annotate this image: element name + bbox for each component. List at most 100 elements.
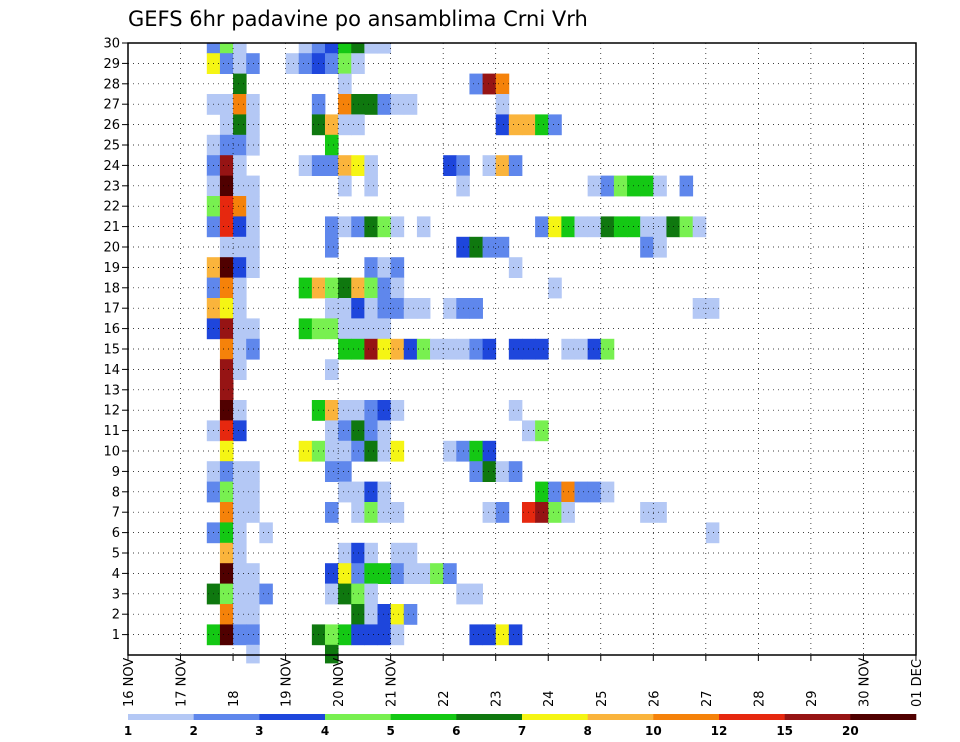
heatmap-cell bbox=[219, 134, 234, 156]
heatmap-cell bbox=[246, 461, 260, 482]
y-tick-label: 18 bbox=[103, 281, 120, 296]
heatmap-cell bbox=[508, 461, 523, 482]
heatmap-cell bbox=[548, 277, 562, 299]
heatmap-cell bbox=[246, 481, 260, 503]
heatmap-cell bbox=[364, 175, 378, 197]
colorbar-swatch bbox=[522, 714, 588, 720]
x-tick-label: 17 NOV bbox=[175, 658, 190, 707]
heatmap-cell bbox=[535, 216, 549, 238]
heatmap-cell bbox=[324, 318, 339, 340]
heatmap-cell bbox=[364, 155, 378, 176]
heatmap-cell bbox=[219, 196, 234, 217]
heatmap-cell bbox=[233, 420, 247, 442]
heatmap-cell bbox=[377, 502, 392, 523]
heatmap-cell bbox=[377, 94, 392, 115]
heatmap-cell bbox=[233, 216, 247, 238]
heatmap-cell bbox=[613, 216, 628, 238]
heatmap-cell bbox=[587, 216, 602, 238]
colorbar-label: 7 bbox=[518, 724, 526, 738]
heatmap-cell bbox=[403, 604, 418, 625]
heatmap-cell bbox=[364, 542, 378, 564]
heatmap-cell bbox=[219, 440, 234, 462]
y-tick-label: 20 bbox=[103, 241, 120, 256]
heatmap-cell bbox=[377, 43, 392, 54]
heatmap-cell bbox=[219, 94, 234, 115]
x-tick-label: 28 bbox=[752, 690, 767, 707]
heatmap-cell bbox=[508, 155, 523, 176]
colorbar-label: 15 bbox=[776, 724, 793, 738]
heatmap-cell bbox=[364, 298, 378, 319]
heatmap-cell bbox=[246, 318, 260, 340]
heatmap-cell bbox=[324, 298, 339, 319]
y-tick-label: 27 bbox=[103, 98, 120, 113]
heatmap-cell bbox=[482, 440, 497, 462]
heatmap-cell bbox=[679, 175, 694, 197]
colorbar-swatch bbox=[719, 714, 785, 720]
heatmap-cell bbox=[548, 114, 562, 136]
heatmap-cell bbox=[324, 644, 339, 664]
heatmap-cell bbox=[246, 53, 260, 74]
heatmap-cell bbox=[600, 481, 615, 503]
heatmap-cell bbox=[364, 563, 378, 584]
heatmap-cell bbox=[364, 481, 378, 503]
heatmap-cell bbox=[495, 236, 510, 258]
colorbar-label: 4 bbox=[321, 724, 329, 738]
heatmap-cell bbox=[219, 216, 234, 238]
heatmap-cell bbox=[324, 420, 339, 442]
heatmap-cell bbox=[587, 338, 602, 360]
heatmap-cell bbox=[692, 298, 707, 319]
heatmap-cell bbox=[219, 379, 234, 401]
colorbar-swatch bbox=[456, 714, 523, 720]
heatmap-cell bbox=[390, 277, 405, 299]
heatmap-cell bbox=[324, 134, 339, 156]
heatmap-cell bbox=[443, 563, 457, 584]
y-tick-label: 25 bbox=[103, 139, 120, 154]
colorbar-label: 5 bbox=[386, 724, 394, 738]
heatmap-cell bbox=[233, 134, 247, 156]
heatmap-cell bbox=[285, 53, 300, 74]
heatmap-cell bbox=[219, 53, 234, 74]
heatmap-cell bbox=[469, 236, 483, 258]
heatmap-cell bbox=[246, 175, 260, 197]
heatmap-cell bbox=[377, 257, 392, 278]
heatmap-cell bbox=[390, 257, 405, 278]
heatmap-cell bbox=[246, 196, 260, 217]
heatmap-cell bbox=[377, 277, 392, 299]
heatmap-cell bbox=[364, 400, 378, 421]
heatmap-cell bbox=[495, 624, 510, 646]
heatmap-cell bbox=[403, 94, 418, 115]
heatmap-cell bbox=[324, 53, 339, 74]
heatmap-cell bbox=[640, 216, 654, 238]
x-tick-label: 25 bbox=[595, 690, 610, 707]
heatmap-cell bbox=[364, 583, 378, 605]
colorbar-label: 20 bbox=[842, 724, 859, 738]
heatmap-cell bbox=[469, 73, 483, 95]
heatmap-cell bbox=[233, 400, 247, 421]
heatmap-cell bbox=[338, 53, 352, 74]
y-tick-label: 15 bbox=[103, 343, 120, 358]
heatmap-cell bbox=[443, 155, 457, 176]
heatmap-cell bbox=[364, 257, 378, 278]
heatmap-cell bbox=[233, 522, 247, 544]
heatmap-cell bbox=[600, 338, 615, 360]
y-axis-ticks: 1234567891011121314151617181920212223242… bbox=[103, 37, 128, 643]
heatmap-cell bbox=[219, 338, 234, 360]
heatmap-cell bbox=[377, 563, 392, 584]
heatmap-cell bbox=[219, 114, 234, 136]
heatmap-cell bbox=[219, 583, 234, 605]
heatmap-cell bbox=[324, 277, 339, 299]
heatmap-cell bbox=[469, 440, 483, 462]
heatmap-cell bbox=[338, 583, 352, 605]
heatmap-cell bbox=[535, 338, 549, 360]
heatmap-cell bbox=[259, 583, 273, 605]
colorbar-swatch bbox=[325, 714, 391, 720]
heatmap-cell bbox=[390, 604, 405, 625]
heatmap-cell bbox=[574, 338, 589, 360]
y-tick-label: 12 bbox=[103, 404, 120, 419]
heatmap-cell bbox=[259, 522, 273, 544]
y-tick-label: 21 bbox=[103, 220, 120, 235]
heatmap-cell bbox=[403, 298, 418, 319]
colorbar-swatch bbox=[193, 714, 260, 720]
y-tick-label: 5 bbox=[112, 547, 120, 562]
heatmap-cell bbox=[679, 216, 694, 238]
